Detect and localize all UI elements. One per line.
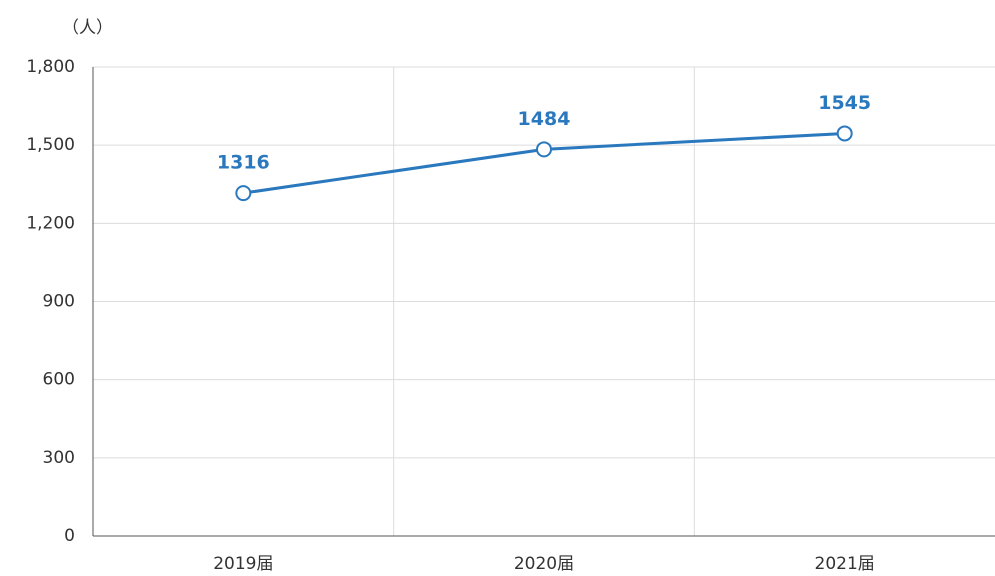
point	[836, 125, 853, 142]
y-tick-label: 0	[64, 526, 75, 546]
y-tick-label: 900	[43, 292, 75, 312]
y-tick-label: 600	[43, 370, 75, 390]
y-axis-label: （人）	[62, 18, 113, 38]
x-tick-label: 2020届	[514, 554, 574, 574]
point	[536, 141, 552, 158]
y-tick-label: 1,200	[26, 213, 75, 233]
point	[235, 185, 252, 202]
x-tick-label: 2019届	[213, 554, 273, 574]
value-label: 1545	[818, 92, 871, 114]
y-tick-label: 1,800	[26, 57, 75, 77]
y-tick-label: 1,500	[26, 135, 75, 155]
value-label: 1316	[217, 152, 270, 174]
x-tick-label: 2021届	[815, 554, 875, 574]
y-tick-label: 300	[43, 448, 75, 468]
value-label: 1484	[518, 108, 571, 130]
